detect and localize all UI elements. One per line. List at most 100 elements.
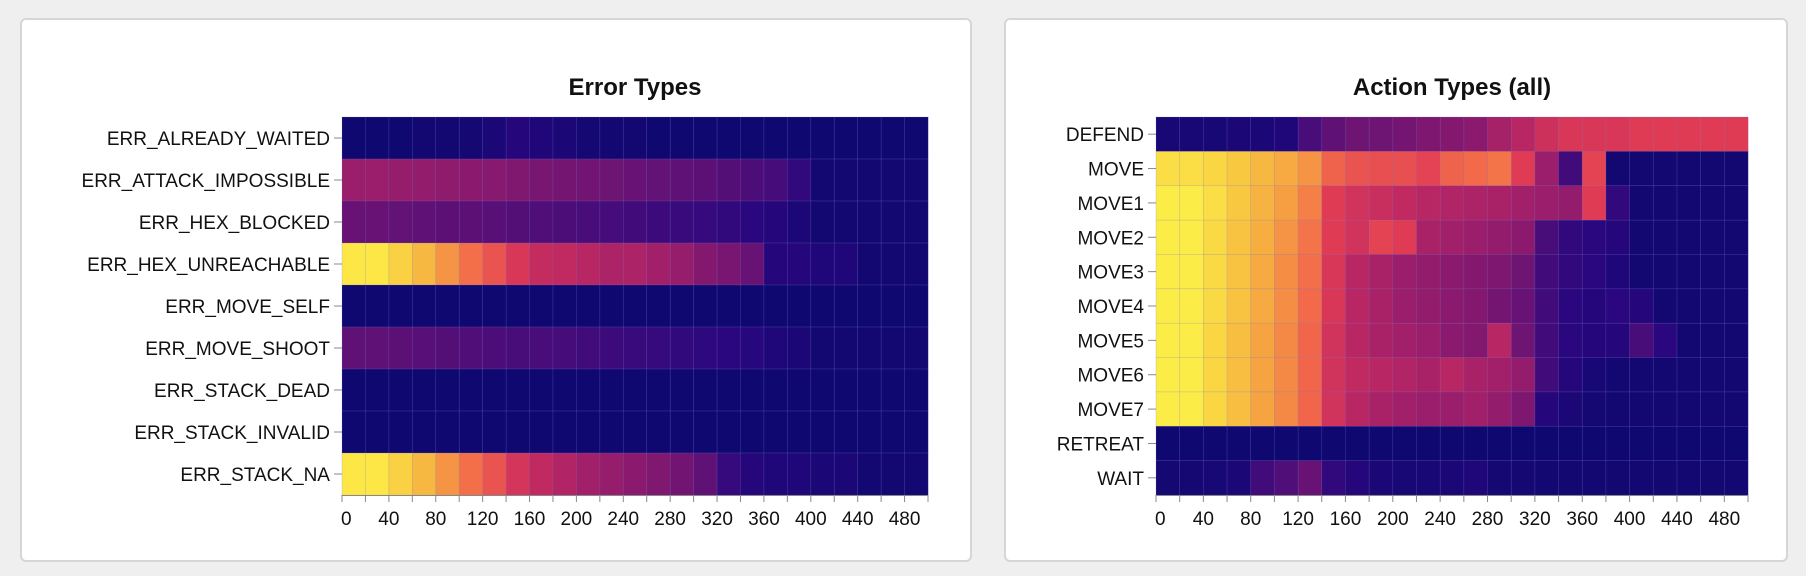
heatmap-cell [1558, 254, 1583, 290]
heatmap-cell [1392, 151, 1417, 187]
heatmap-cell [716, 410, 741, 454]
y-category-label: ERR_ATTACK_IMPOSSIBLE [82, 171, 330, 192]
heatmap-cell [810, 452, 835, 496]
heatmap-cell [529, 158, 554, 202]
heatmap-cell [1226, 357, 1252, 393]
heatmap-cell [1724, 322, 1749, 359]
heatmap-cell [1558, 185, 1583, 221]
heatmap-cell [1439, 460, 1465, 496]
x-tick-label: 360 [748, 509, 780, 530]
heatmap-cell [1700, 254, 1725, 290]
heatmap-cell [1581, 460, 1607, 496]
heatmap-cell [1203, 322, 1228, 359]
heatmap-cell [622, 410, 648, 454]
heatmap-cell [880, 368, 906, 412]
heatmap-cell [1463, 288, 1489, 324]
heatmap-cell [1203, 425, 1228, 462]
heatmap-cell [341, 326, 366, 370]
heatmap-cell [810, 200, 835, 244]
heatmap-cell [1297, 116, 1323, 152]
heatmap-cell [1534, 116, 1560, 152]
x-tick-label: 200 [1377, 509, 1409, 530]
heatmap-cell [1487, 254, 1512, 290]
heatmap-cell [1652, 391, 1678, 427]
heatmap-cell [1274, 185, 1299, 221]
heatmap-cell [1629, 322, 1654, 359]
heatmap-cell [1250, 254, 1275, 290]
heatmap-cell [365, 410, 390, 454]
heatmap-cell [833, 158, 859, 202]
heatmap-cell [880, 116, 906, 160]
heatmap-cell [1700, 219, 1725, 255]
heatmap-cell [763, 116, 788, 160]
heatmap-cell [1558, 425, 1583, 462]
heatmap-cell [1629, 116, 1654, 152]
heatmap-cell [1226, 254, 1252, 290]
heatmap-cell [1581, 116, 1607, 152]
heatmap-cell [1510, 219, 1536, 255]
heatmap-cell [1439, 391, 1465, 427]
heatmap-cell [435, 410, 460, 454]
heatmap-cell [716, 116, 741, 160]
heatmap-cell [1345, 116, 1370, 152]
x-tick-label: 0 [1155, 509, 1166, 530]
heatmap-cell [1368, 288, 1394, 324]
heatmap-cell [1487, 357, 1512, 393]
heatmap-cell [1676, 391, 1702, 427]
heatmap-cell [880, 284, 906, 328]
heatmap-cell [833, 326, 859, 370]
heatmap-cell [599, 116, 624, 160]
x-tick-label: 440 [1661, 509, 1693, 530]
heatmap-cell [576, 452, 601, 496]
heatmap-cell [1345, 185, 1370, 221]
heatmap-cell [1179, 116, 1204, 152]
heatmap-cell [1463, 357, 1489, 393]
heatmap-cell [1700, 151, 1725, 187]
heatmap-cell [412, 116, 437, 160]
heatmap-cell [1558, 357, 1583, 393]
heatmap-cell [1368, 391, 1394, 427]
action-types-panel: Action Types (all) DEFEND MOVE MOVE1 MOVE2 MO… [1004, 18, 1788, 562]
heatmap-cell [1652, 288, 1678, 324]
heatmap-cell [669, 410, 695, 454]
heatmap-cell [1534, 151, 1560, 187]
heatmap-cell [1274, 460, 1299, 496]
heatmap-cell [1724, 357, 1749, 393]
heatmap-cell [482, 452, 507, 496]
heatmap-cell [716, 326, 741, 370]
heatmap-cell [1274, 357, 1299, 393]
heatmap-cell [1203, 185, 1228, 221]
y-category-label: ERR_STACK_INVALID [134, 423, 330, 444]
heatmap-cell [880, 326, 906, 370]
heatmap-cell [810, 326, 835, 370]
heatmap-cell [1179, 254, 1204, 290]
heatmap-cell [646, 158, 671, 202]
heatmap-cell [833, 410, 859, 454]
heatmap-cell [1558, 151, 1583, 187]
x-tick-label: 120 [1282, 509, 1314, 530]
heatmap-cell [552, 452, 577, 496]
heatmap-cell [1179, 288, 1204, 324]
heatmap-cell [1463, 151, 1489, 187]
y-category-label: ERR_HEX_UNREACHABLE [87, 255, 330, 276]
heatmap-cell [1392, 288, 1417, 324]
heatmap-cell [646, 200, 671, 244]
y-category-label: MOVE6 [1077, 366, 1144, 387]
heatmap-cell [1416, 391, 1441, 427]
heatmap-cell [482, 284, 507, 328]
heatmap-cell [576, 326, 601, 370]
x-tick-label: 80 [1240, 509, 1261, 530]
heatmap-cell [505, 284, 531, 328]
heatmap-cell [787, 200, 812, 244]
heatmap-cell [1700, 116, 1725, 152]
heatmap-cell [810, 368, 835, 412]
heatmap-cell [1321, 254, 1346, 290]
heatmap-cell [1487, 116, 1512, 152]
heatmap-cell [693, 410, 718, 454]
heatmap-cell [1297, 460, 1323, 496]
heatmap-cell [646, 410, 671, 454]
x-tick-label: 40 [1193, 509, 1214, 530]
heatmap-cell [1652, 322, 1678, 359]
heatmap-cell [1155, 254, 1181, 290]
heatmap-cell [1297, 391, 1323, 427]
